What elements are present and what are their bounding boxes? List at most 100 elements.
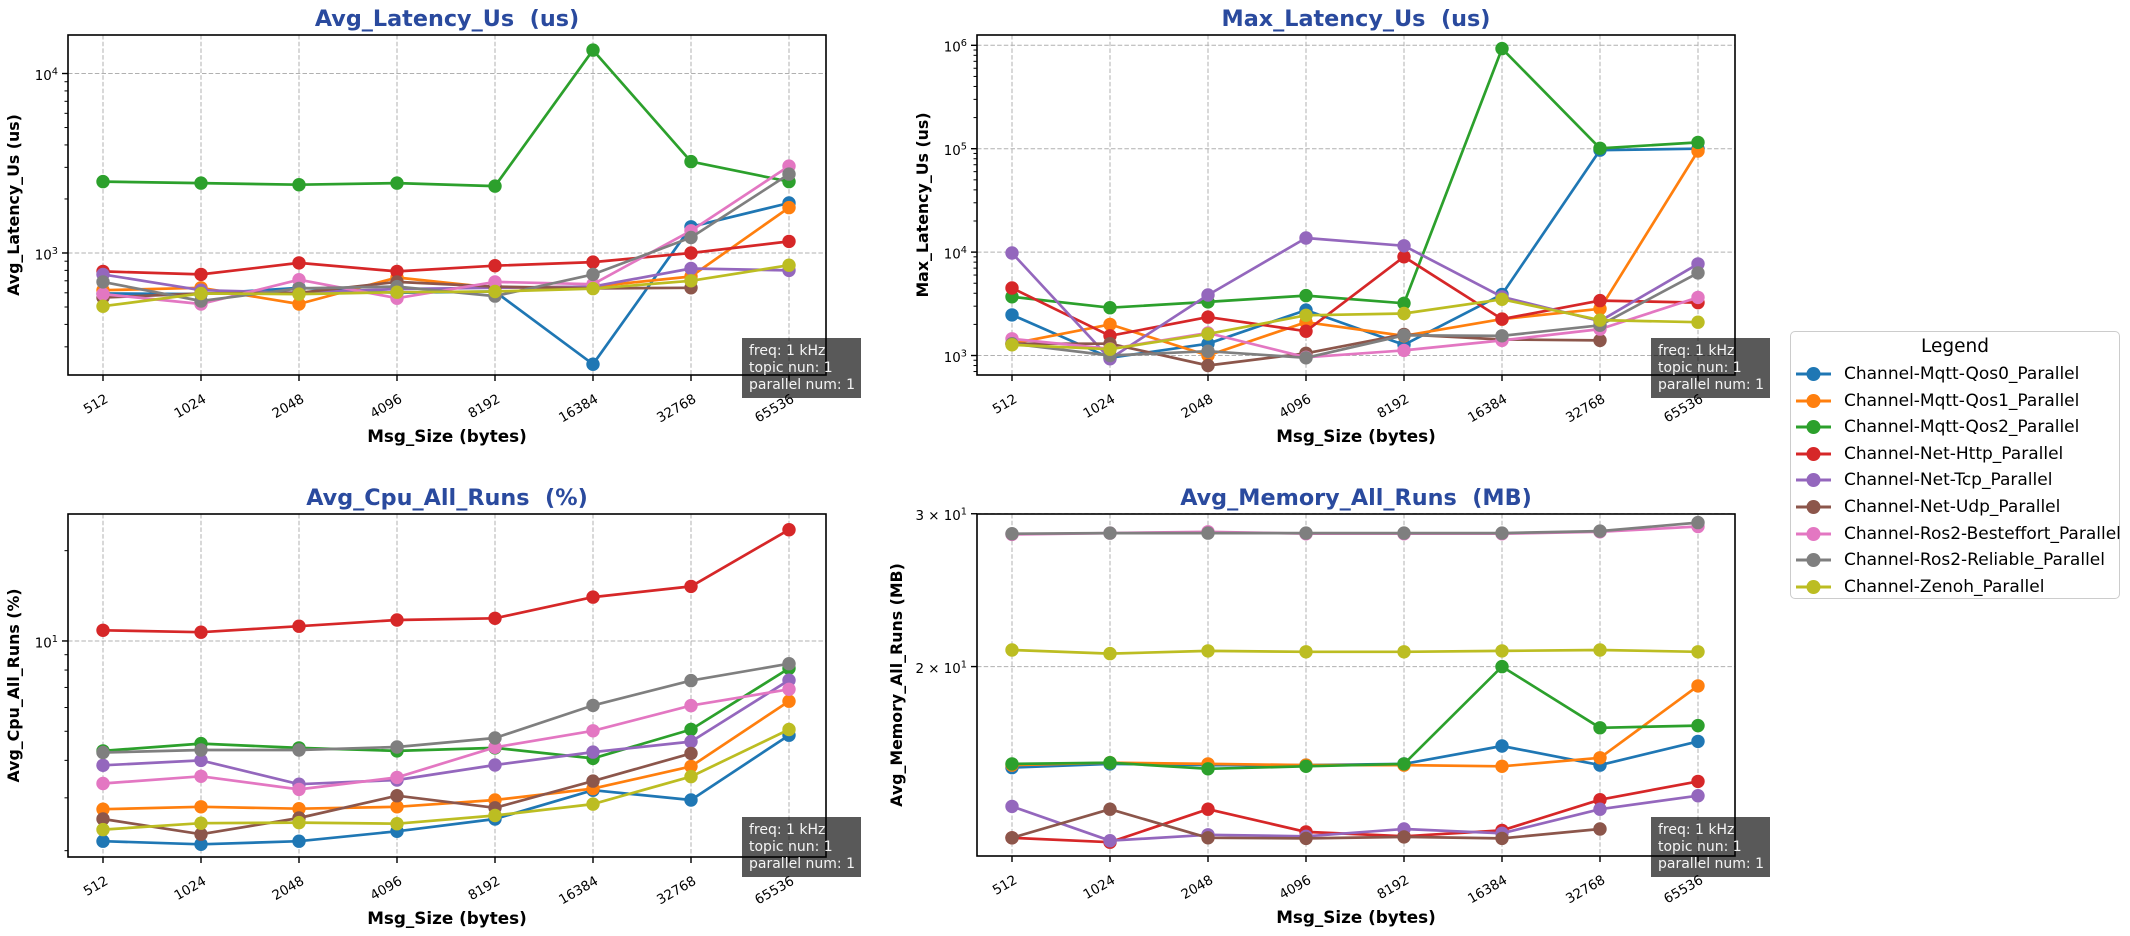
xtick-avg-cpu-all-runs-5: 16384 [557,874,601,908]
marker-Channel-Zenoh_Parallel-65536 [1691,645,1705,659]
marker-Channel-Ros2-Reliable_Parallel-16384 [1495,329,1509,343]
xticklabels-avg-cpu-all-runs: 512 1024 2048 4096 8192 16384 32768 65536 [81,874,797,908]
legend-entry-label: Channel-Net-Http_Parallel [1844,443,2064,464]
marker-Channel-Ros2-Besteffort_Parallel-4096 [390,770,404,785]
marker-Channel-Mqtt-Qos2_Parallel-2048 [1201,762,1215,776]
marker-Channel-Zenoh_Parallel-4096 [1299,308,1313,322]
marker-Channel-Ros2-Besteffort_Parallel-16384 [586,724,600,738]
marker-Channel-Net-Tcp_Parallel-512 [96,758,110,772]
line-Channel-Ros2-Reliable_Parallel [1011,521,1699,536]
legend-marker-icon [1806,526,1821,541]
axes-avg-latency-us: 103 104 [35,34,827,381]
marker-Channel-Zenoh_Parallel-1024 [1103,646,1117,661]
marker-Channel-Ros2-Besteffort_Parallel-32768 [684,698,698,713]
legend-entry-5: Channel-Net-Udp_Parallel [1791,494,2119,521]
ytick-max-latency-us-1: 104 [944,245,967,263]
marker-Channel-Mqtt-Qos0_Parallel-512 [1005,308,1019,322]
marker-Channel-Mqtt-Qos1_Parallel-1024 [1103,317,1117,332]
marker-Channel-Net-Tcp_Parallel-32768 [684,261,698,276]
ytick-avg-memory-all-runs-1: 3 × 101 [915,507,967,525]
xtick-max-latency-us-4: 8192 [1375,392,1412,422]
legend-entry-0: Channel-Mqtt-Qos0_Parallel [1791,361,2119,388]
annotation-line: freq: 1 kHz [749,821,826,838]
marker-Channel-Mqtt-Qos2_Parallel-512 [96,174,110,189]
xlabel-avg-latency-us: Msg_Size (bytes) [367,426,527,446]
marker-Channel-Mqtt-Qos1_Parallel-32768 [684,759,698,774]
line-Channel-Zenoh_Parallel [102,728,790,831]
marker-Channel-Net-Http_Parallel-8192 [488,259,502,273]
xticklabels-avg-memory-all-runs: 512 1024 2048 4096 8192 16384 32768 65536 [990,873,1706,907]
series-avg-cpu-all-runs [96,523,796,851]
legend-entry-label: Channel-Mqtt-Qos0_Parallel [1844,364,2080,385]
line-Channel-Net-Http_Parallel [102,528,790,634]
ytick-max-latency-us-0: 103 [944,348,967,366]
marker-Channel-Net-Udp_Parallel-1024 [1103,802,1117,816]
marker-Channel-Zenoh_Parallel-512 [96,822,110,837]
marker-Channel-Ros2-Reliable_Parallel-16384 [1495,526,1509,540]
marker-Channel-Zenoh_Parallel-65536 [782,258,796,272]
marker-Channel-Ros2-Reliable_Parallel-1024 [194,743,208,757]
legend-marker-icon [1806,500,1821,514]
marker-Channel-Ros2-Reliable_Parallel-512 [96,745,110,760]
xtick-max-latency-us-2: 2048 [1179,392,1216,422]
marker-Channel-Zenoh_Parallel-1024 [1103,342,1117,356]
marker-Channel-Net-Http_Parallel-512 [96,623,110,637]
marker-Channel-Net-Http_Parallel-4096 [1299,324,1313,338]
series-avg-memory-all-runs-Channel-Mqtt-Qos2_Parallel [1005,659,1705,776]
xtick-avg-cpu-all-runs-4: 8192 [466,874,503,904]
series-max-latency-us-Channel-Mqtt-Qos2_Parallel [1005,41,1705,315]
marker-Channel-Zenoh_Parallel-65536 [782,722,796,737]
marker-Channel-Net-Udp_Parallel-16384 [1495,831,1509,846]
marker-Channel-Zenoh_Parallel-65536 [1691,315,1705,329]
marker-Channel-Mqtt-Qos2_Parallel-32768 [684,154,698,169]
xtick-max-latency-us-3: 4096 [1277,392,1314,422]
series-avg-cpu-all-runs-Channel-Mqtt-Qos0_Parallel [96,728,796,851]
ytick-avg-latency-us-0: 103 [35,246,58,264]
legend-swatch-icon [1796,367,1831,382]
marker-Channel-Net-Http_Parallel-65536 [782,523,796,537]
marker-Channel-Net-Http_Parallel-16384 [586,255,600,269]
plot-frame [976,513,1736,857]
marker-Channel-Net-Tcp_Parallel-8192 [1397,239,1411,253]
line-Channel-Mqtt-Qos1_Parallel [102,700,790,811]
marker-Channel-Mqtt-Qos1_Parallel-4096 [390,800,404,814]
line-Channel-Mqtt-Qos2_Parallel [102,667,790,760]
ylabel-avg-cpu-all-runs: Avg_Cpu_All_Runs (%) [4,589,23,783]
xtick-avg-memory-all-runs-5: 16384 [1466,873,1510,907]
marker-Channel-Net-Http_Parallel-65536 [1691,774,1705,789]
marker-Channel-Mqtt-Qos0_Parallel-1024 [194,837,208,851]
legend-swatch-icon [1796,579,1831,594]
ylabel-avg-memory-all-runs: Avg_Memory_All_Runs (MB) [887,563,906,807]
marker-Channel-Net-Udp_Parallel-16384 [586,774,600,788]
marker-Channel-Ros2-Besteffort_Parallel-65536 [1691,290,1705,305]
series-avg-latency-us [96,43,796,371]
legend-swatch-icon [1796,526,1831,541]
line-Channel-Mqtt-Qos2_Parallel [1011,47,1699,310]
line-Channel-Net-Http_Parallel [102,240,790,276]
marker-Channel-Ros2-Reliable_Parallel-65536 [782,657,796,671]
marker-Channel-Mqtt-Qos0_Parallel-65536 [1691,734,1705,749]
ytick-avg-latency-us-1: 104 [35,66,58,84]
marker-Channel-Net-Udp_Parallel-512 [96,812,110,826]
annotation-line: parallel num: 1 [1658,377,1764,394]
marker-Channel-Net-Tcp_Parallel-1024 [194,753,208,768]
annotation-box-0: freq: 1 kHz topic nun: 1 parallel num: 1 [742,338,861,398]
annotation-line: topic nun: 1 [749,359,833,376]
xtick-avg-latency-us-3: 4096 [368,392,405,422]
xtick-avg-latency-us-2: 2048 [270,392,307,422]
series-avg-memory-all-runs-Channel-Zenoh_Parallel [1005,643,1705,661]
marker-Channel-Mqtt-Qos2_Parallel-65536 [1691,718,1705,733]
line-Channel-Zenoh_Parallel [1011,297,1699,351]
marker-Channel-Net-Http_Parallel-1024 [194,625,208,639]
legend-swatch-icon [1796,500,1831,514]
xlabel-max-latency-us: Msg_Size (bytes) [1276,426,1436,446]
subplot-max-latency-us: 103 104 105 106 Max_Latency_Us (us) Msg_Size … [913,6,1736,446]
marker-Channel-Mqtt-Qos2_Parallel-512 [1005,757,1019,771]
ytick-avg-memory-all-runs-0: 2 × 101 [915,659,967,677]
legend-entry-2: Channel-Mqtt-Qos2_Parallel [1791,414,2119,441]
legend-entry-7: Channel-Ros2-Reliable_Parallel [1791,547,2119,574]
annotation-box-1: freq: 1 kHz topic nun: 1 parallel num: 1 [1651,338,1770,398]
marker-Channel-Zenoh_Parallel-32768 [684,769,698,784]
series-avg-memory-all-runs [1005,515,1705,849]
